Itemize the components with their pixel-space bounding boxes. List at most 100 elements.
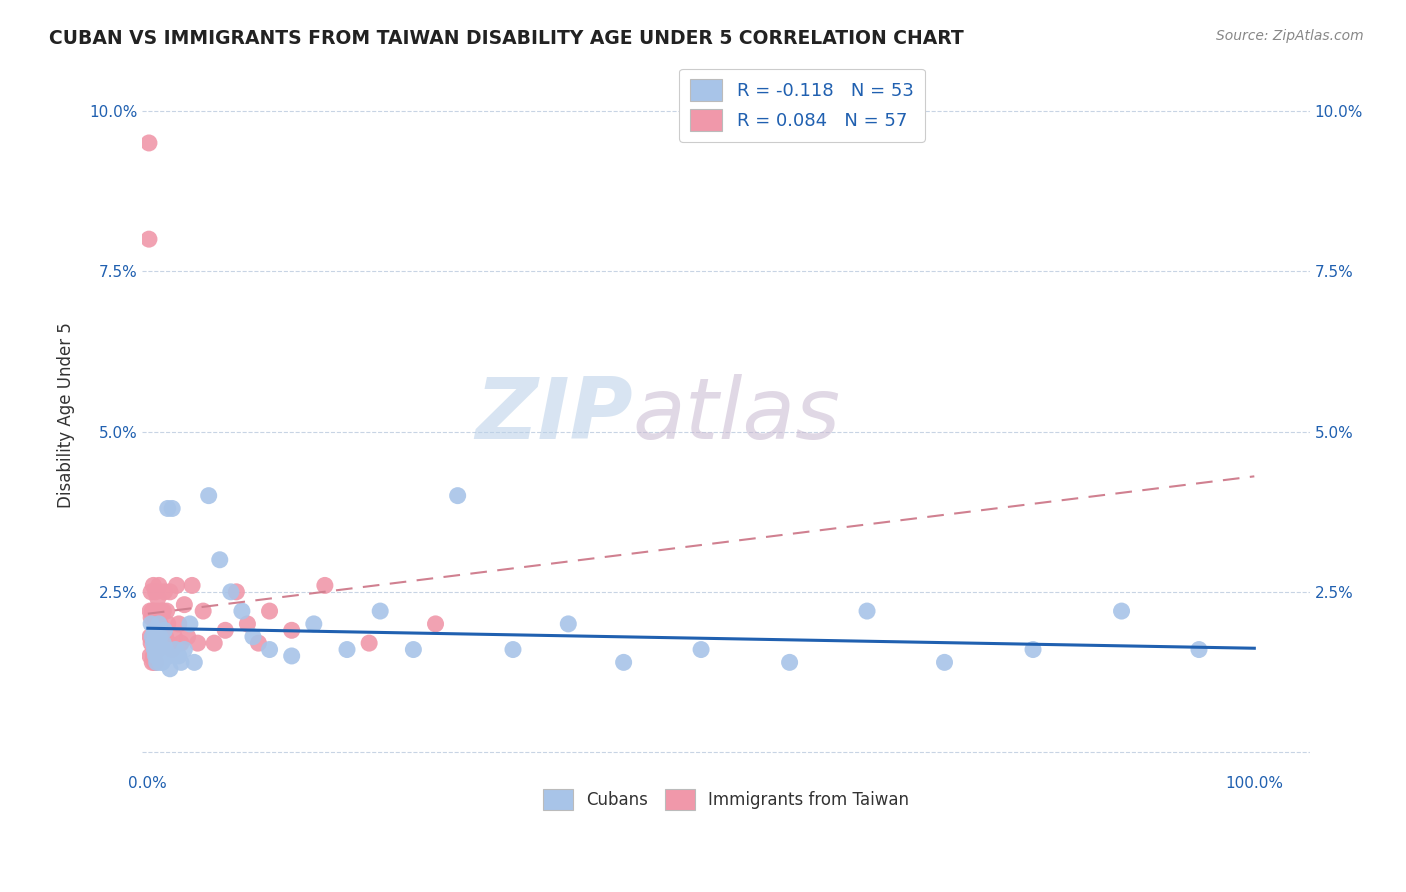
Point [170, 636, 193, 650]
Point [259, 642, 281, 657]
Point [156, 616, 179, 631]
Point [148, 616, 170, 631]
Point [157, 648, 180, 663]
Point [141, 630, 163, 644]
Point [141, 616, 163, 631]
Point [280, 624, 302, 638]
Point [145, 648, 167, 663]
Point [146, 642, 169, 657]
Point [231, 604, 253, 618]
Point [613, 656, 636, 670]
Point [146, 636, 169, 650]
Point [166, 578, 188, 592]
Point [157, 636, 180, 650]
Y-axis label: Disability Age Under 5: Disability Age Under 5 [58, 323, 75, 508]
Point [191, 604, 214, 618]
Point [214, 624, 236, 638]
Point [145, 636, 167, 650]
Point [219, 584, 242, 599]
Point [145, 656, 167, 670]
Point [280, 648, 302, 663]
Point [149, 616, 172, 631]
Point [155, 630, 177, 644]
Point [690, 642, 713, 657]
Point [247, 636, 270, 650]
Point [202, 636, 225, 650]
Point [163, 630, 186, 644]
Point [402, 642, 425, 657]
Point [173, 598, 195, 612]
Point [208, 553, 231, 567]
Legend: Cubans, Immigrants from Taiwan: Cubans, Immigrants from Taiwan [536, 783, 915, 816]
Point [557, 616, 579, 631]
Point [197, 489, 219, 503]
Point [143, 642, 166, 657]
Point [146, 648, 169, 663]
Point [302, 616, 325, 631]
Point [149, 656, 172, 670]
Point [167, 648, 190, 663]
Point [139, 604, 162, 618]
Point [934, 656, 956, 670]
Point [146, 591, 169, 606]
Point [142, 604, 165, 618]
Point [160, 642, 183, 657]
Point [160, 501, 183, 516]
Point [156, 501, 179, 516]
Point [145, 604, 167, 618]
Point [425, 616, 447, 631]
Point [143, 636, 166, 650]
Point [167, 616, 190, 631]
Point [502, 642, 524, 657]
Point [156, 604, 179, 618]
Point [159, 584, 181, 599]
Point [141, 630, 163, 644]
Point [150, 604, 173, 618]
Point [155, 642, 177, 657]
Point [138, 136, 160, 150]
Text: ZIP: ZIP [475, 374, 633, 457]
Point [152, 636, 174, 650]
Point [141, 636, 163, 650]
Point [142, 648, 165, 663]
Point [156, 648, 179, 663]
Point [779, 656, 801, 670]
Text: atlas: atlas [633, 374, 841, 457]
Point [148, 578, 170, 592]
Point [150, 636, 173, 650]
Point [145, 636, 167, 650]
Point [142, 636, 165, 650]
Point [142, 630, 165, 644]
Point [242, 630, 264, 644]
Point [138, 232, 160, 246]
Point [141, 584, 163, 599]
Point [139, 630, 162, 644]
Point [150, 656, 173, 670]
Point [153, 584, 176, 599]
Point [1188, 642, 1211, 657]
Point [173, 642, 195, 657]
Point [143, 656, 166, 670]
Point [145, 630, 167, 644]
Point [314, 578, 336, 592]
Text: CUBAN VS IMMIGRANTS FROM TAIWAN DISABILITY AGE UNDER 5 CORRELATION CHART: CUBAN VS IMMIGRANTS FROM TAIWAN DISABILI… [49, 29, 965, 47]
Point [139, 648, 162, 663]
Point [236, 616, 259, 631]
Point [856, 604, 879, 618]
Point [159, 662, 181, 676]
Point [145, 656, 167, 670]
Point [150, 648, 173, 663]
Point [225, 584, 247, 599]
Point [148, 636, 170, 650]
Point [187, 636, 209, 650]
Point [368, 604, 391, 618]
Point [183, 656, 205, 670]
Point [165, 642, 187, 657]
Point [176, 630, 198, 644]
Point [149, 630, 172, 644]
Point [141, 610, 163, 624]
Point [359, 636, 381, 650]
Point [336, 642, 359, 657]
Point [179, 616, 201, 631]
Point [150, 642, 173, 657]
